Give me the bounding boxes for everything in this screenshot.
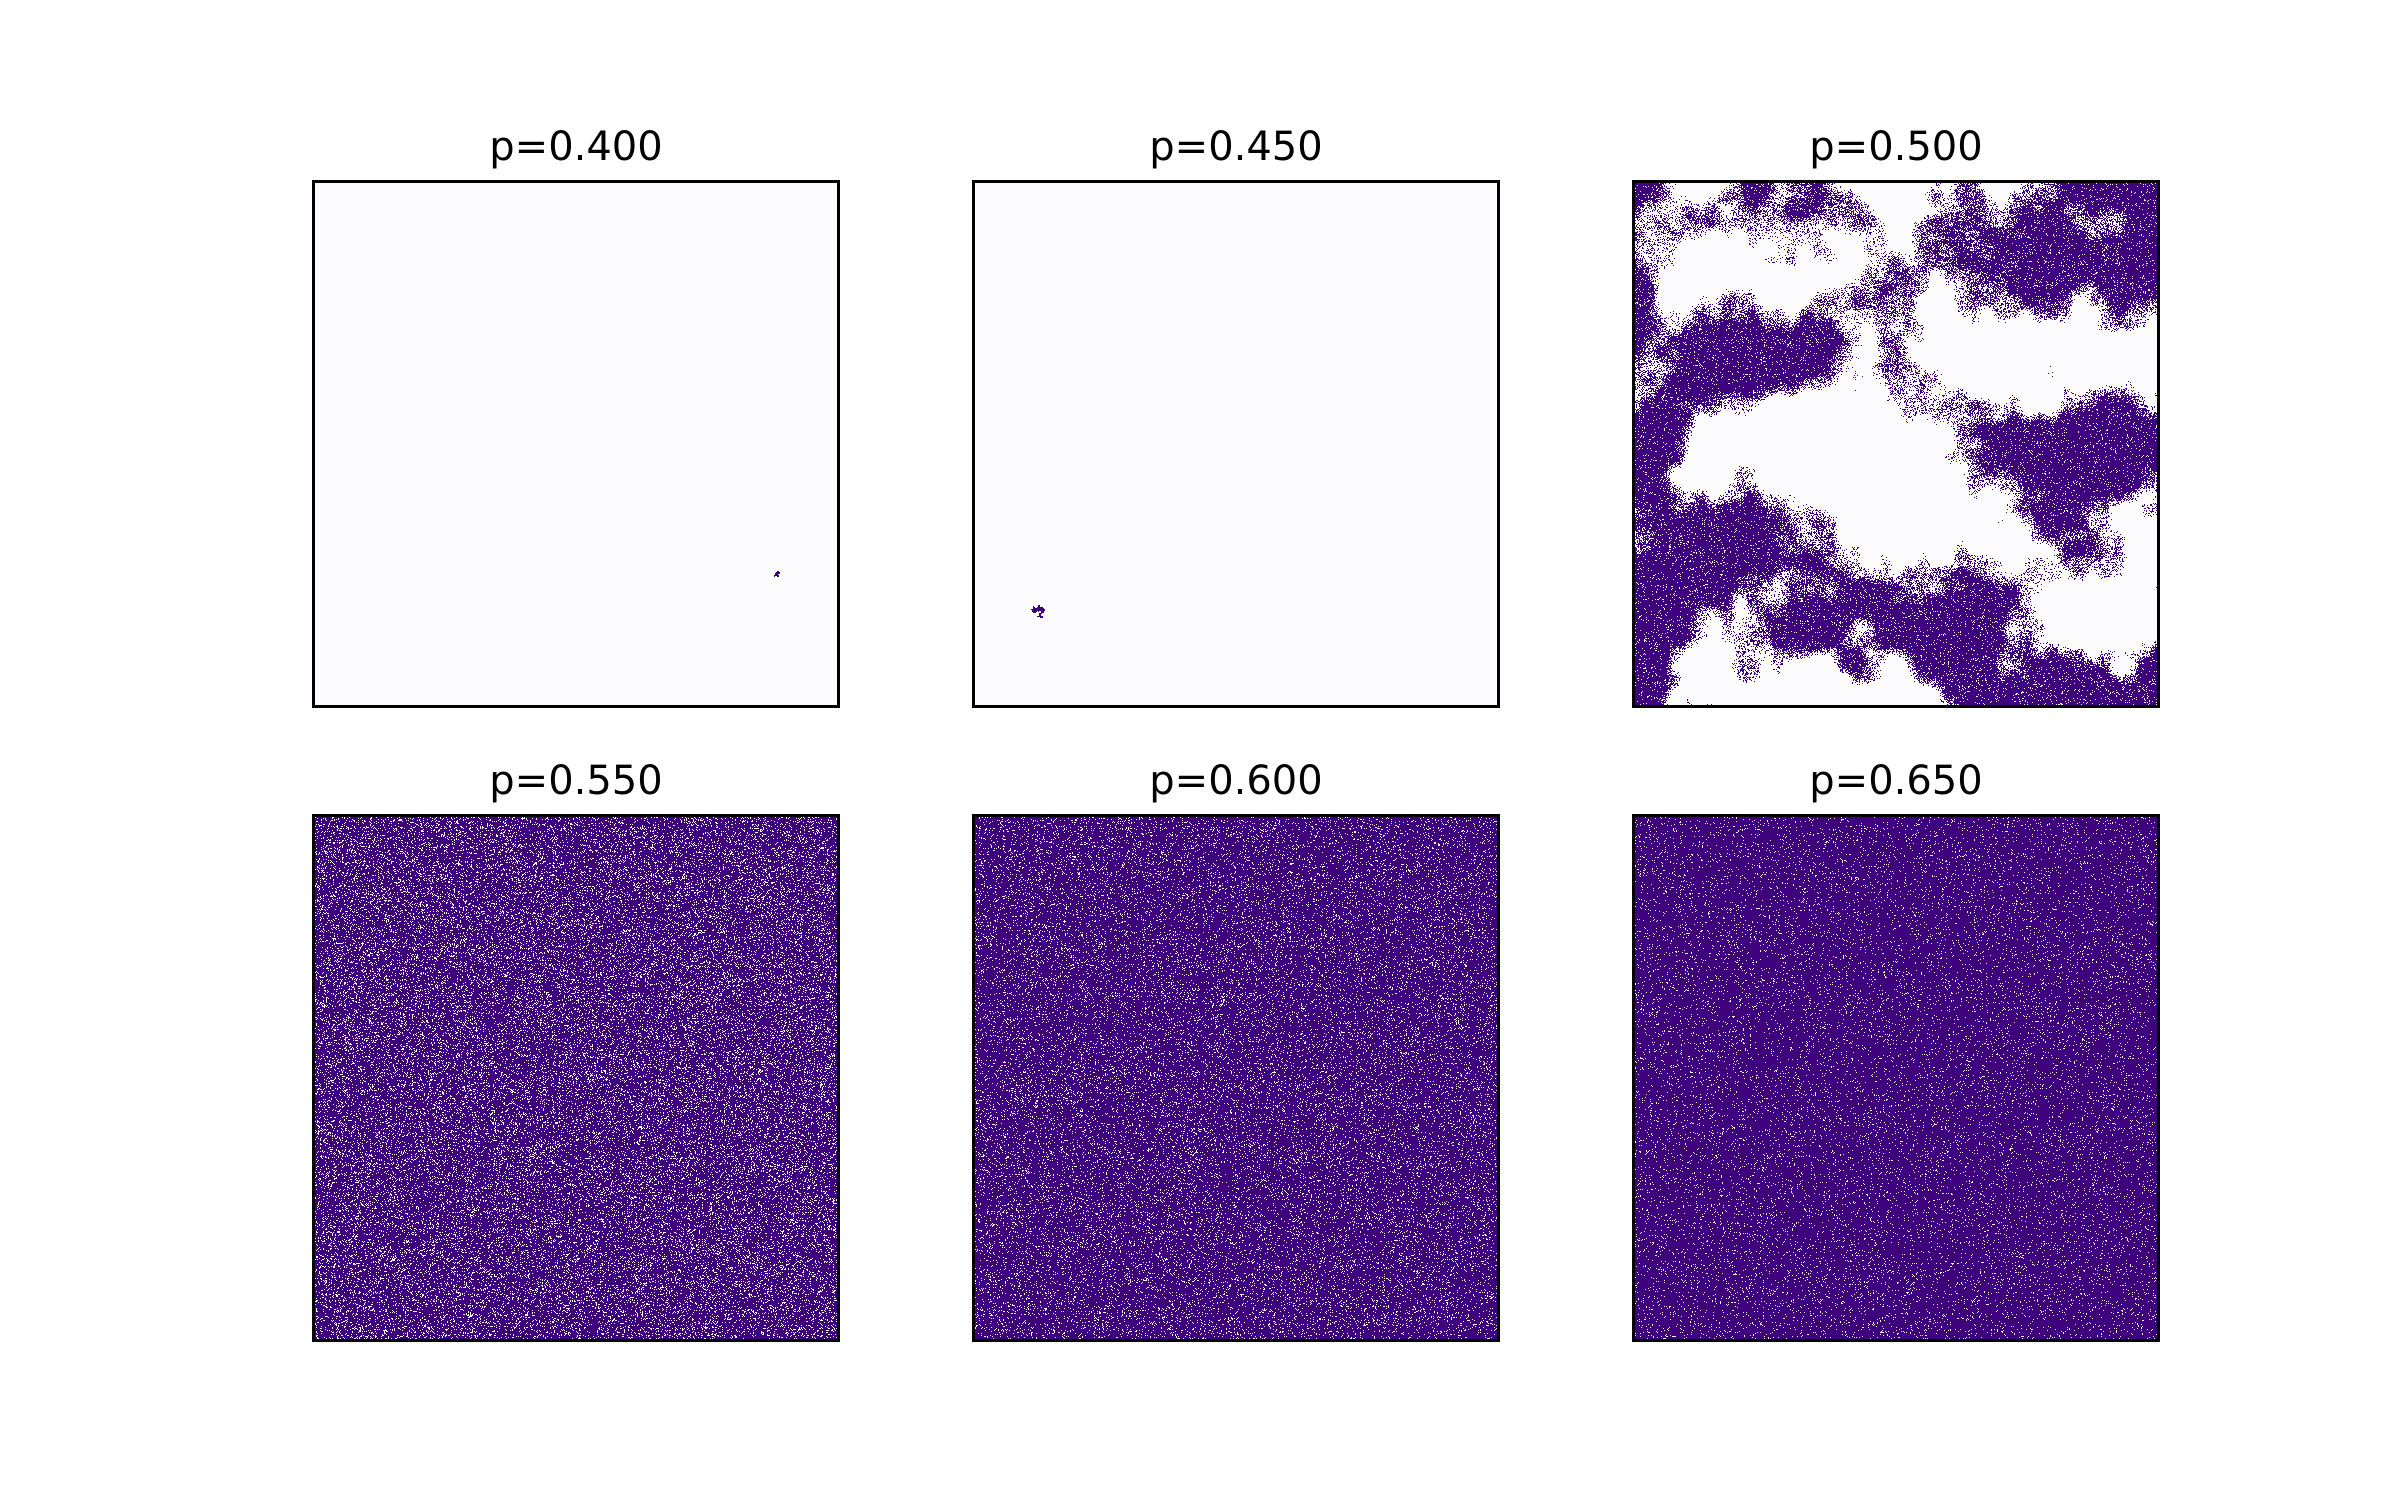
panel-title: p=0.550: [489, 758, 663, 804]
panel-title: p=0.600: [1149, 758, 1323, 804]
lattice-heatmap: [1632, 814, 2160, 1342]
lattice-heatmap: [312, 814, 840, 1342]
panel-title: p=0.650: [1809, 758, 1983, 804]
lattice-heatmap: [1632, 180, 2160, 708]
lattice-image: [1635, 183, 2157, 705]
lattice-image: [975, 817, 1497, 1339]
lattice-image: [315, 183, 837, 705]
lattice-image: [975, 183, 1497, 705]
panel-title: p=0.450: [1149, 124, 1323, 170]
lattice-heatmap: [972, 180, 1500, 708]
lattice-heatmap: [312, 180, 840, 708]
lattice-image: [1635, 817, 2157, 1339]
panel-title: p=0.400: [489, 124, 663, 170]
lattice-image: [315, 817, 837, 1339]
lattice-heatmap: [972, 814, 1500, 1342]
panel-title: p=0.500: [1809, 124, 1983, 170]
